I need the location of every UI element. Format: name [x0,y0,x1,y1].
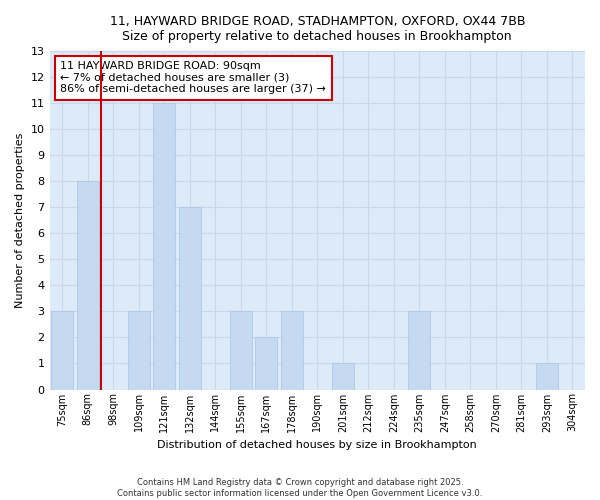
Y-axis label: Number of detached properties: Number of detached properties [15,132,25,308]
Bar [256,338,277,390]
Text: 11 HAYWARD BRIDGE ROAD: 90sqm
← 7% of detached houses are smaller (3)
86% of sem: 11 HAYWARD BRIDGE ROAD: 90sqm ← 7% of de… [60,62,326,94]
Bar [179,208,200,390]
Bar [281,312,302,390]
Bar [409,312,430,390]
Title: 11, HAYWARD BRIDGE ROAD, STADHAMPTON, OXFORD, OX44 7BB
Size of property relative: 11, HAYWARD BRIDGE ROAD, STADHAMPTON, OX… [110,15,525,43]
Bar [52,312,73,390]
X-axis label: Distribution of detached houses by size in Brookhampton: Distribution of detached houses by size … [157,440,477,450]
Text: Contains HM Land Registry data © Crown copyright and database right 2025.
Contai: Contains HM Land Registry data © Crown c… [118,478,482,498]
Bar [154,103,175,390]
Bar [230,312,251,390]
Bar [77,182,98,390]
Bar [536,364,557,390]
Bar [128,312,149,390]
Bar [332,364,353,390]
